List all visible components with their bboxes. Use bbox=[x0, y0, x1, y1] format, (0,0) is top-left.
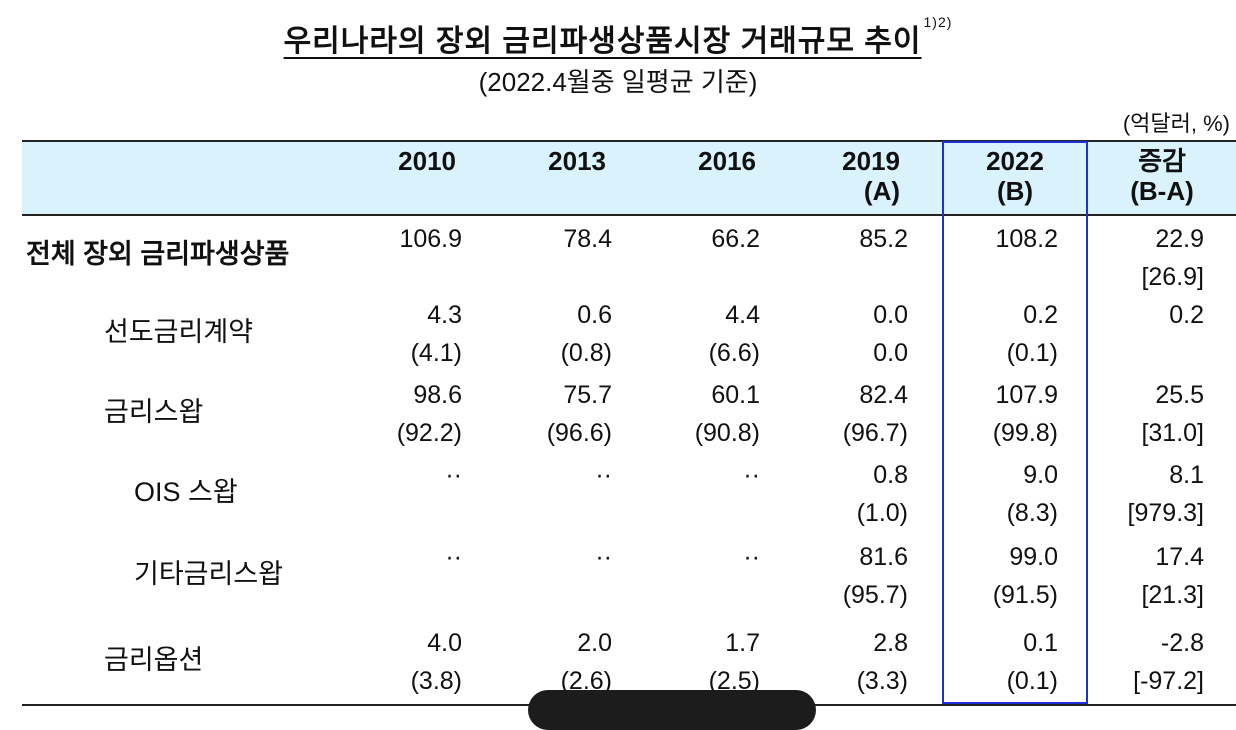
title-footnote-marker: 1)2) bbox=[923, 14, 953, 30]
cell-share: [26.9] bbox=[1141, 263, 1204, 291]
cell-value: 106.9 bbox=[399, 225, 462, 253]
cell-value: 98.6 bbox=[413, 381, 462, 409]
cell-value: 0.0 bbox=[873, 301, 908, 329]
row-label: OIS 스왑 bbox=[134, 477, 238, 507]
highlight-2022-column bbox=[942, 141, 1088, 704]
header-2019-line1: 2019 bbox=[842, 146, 900, 176]
header-2013: 2013 bbox=[496, 146, 606, 176]
header-change: 증감 (B-A) bbox=[1092, 146, 1232, 206]
header-2022-line2: (B) bbox=[996, 176, 1034, 206]
cell-value: 0.8 bbox=[873, 461, 908, 489]
cell-share: (8.3) bbox=[1006, 499, 1058, 527]
cell-value: ·· bbox=[595, 543, 612, 571]
cell-share: (3.8) bbox=[410, 667, 462, 695]
cell-value: 0.2 bbox=[1023, 301, 1058, 329]
cell-share: (95.7) bbox=[842, 581, 908, 609]
table-header-band bbox=[22, 140, 1236, 216]
cell-share: 0.0 bbox=[873, 339, 908, 367]
header-change-line2: (B-A) bbox=[1130, 176, 1194, 206]
cell-share: (1.0) bbox=[856, 499, 908, 527]
cell-value: ·· bbox=[743, 543, 760, 571]
cell-share: (4.1) bbox=[410, 339, 462, 367]
header-2022: 2022 (B) bbox=[944, 146, 1086, 206]
cell-share: (6.6) bbox=[708, 339, 760, 367]
cell-share: (91.5) bbox=[992, 581, 1058, 609]
cell-share: (0.1) bbox=[1006, 339, 1058, 367]
cell-share: (3.3) bbox=[856, 667, 908, 695]
cell-value: 9.0 bbox=[1023, 461, 1058, 489]
unit-label: (억달러, %) bbox=[1122, 111, 1230, 136]
cell-value: 60.1 bbox=[711, 381, 760, 409]
cell-value: 85.2 bbox=[859, 225, 908, 253]
row-label: 금리옵션 bbox=[104, 645, 204, 675]
cell-share: (96.7) bbox=[842, 419, 908, 447]
cell-share: [-97.2] bbox=[1133, 667, 1204, 695]
cell-value: 4.0 bbox=[427, 629, 462, 657]
cell-share: (92.2) bbox=[396, 419, 462, 447]
cell-value: ·· bbox=[445, 543, 462, 571]
cell-share: (90.8) bbox=[694, 419, 760, 447]
cell-value: -2.8 bbox=[1160, 629, 1204, 657]
cell-value: 107.9 bbox=[995, 381, 1058, 409]
header-2010: 2010 bbox=[346, 146, 456, 176]
row-label: 기타금리스왑 bbox=[134, 559, 284, 589]
table-title: 우리나라의 장외 금리파생상품시장 거래규모 추이1)2) bbox=[0, 14, 1236, 60]
cell-value: 22.9 bbox=[1155, 225, 1204, 253]
row-label: 금리스왑 bbox=[104, 397, 204, 427]
header-2016: 2016 bbox=[646, 146, 756, 176]
cell-value: 0.1 bbox=[1023, 629, 1058, 657]
cell-value: 8.1 bbox=[1169, 461, 1204, 489]
cell-value: 78.4 bbox=[563, 225, 612, 253]
cell-value: 17.4 bbox=[1155, 543, 1204, 571]
row-label: 전체 장외 금리파생상품 bbox=[26, 239, 290, 269]
cell-share: [31.0] bbox=[1141, 419, 1204, 447]
header-change-line1: 증감 bbox=[1138, 146, 1186, 176]
cell-value: 1.7 bbox=[725, 629, 760, 657]
cell-value: 0.6 bbox=[577, 301, 612, 329]
cell-value: 4.3 bbox=[427, 301, 462, 329]
header-2010-line1: 2010 bbox=[398, 146, 456, 176]
cell-value: 4.4 bbox=[725, 301, 760, 329]
header-2016-line1: 2016 bbox=[698, 146, 756, 176]
cell-value: 0.2 bbox=[1169, 301, 1204, 329]
cell-share: (99.8) bbox=[992, 419, 1058, 447]
table-subtitle: (2022.4월중 일평균 기준) bbox=[478, 67, 758, 97]
cell-value: ·· bbox=[445, 461, 462, 489]
header-2019: 2019 (A) bbox=[790, 146, 900, 206]
cell-value: 99.0 bbox=[1009, 543, 1058, 571]
table-title-text: 우리나라의 장외 금리파생상품시장 거래규모 추이 bbox=[283, 25, 922, 58]
cell-share: (96.6) bbox=[546, 419, 612, 447]
cell-value: 82.4 bbox=[859, 381, 908, 409]
cell-share: (0.8) bbox=[560, 339, 612, 367]
cell-value: 66.2 bbox=[711, 225, 760, 253]
scroll-handle[interactable] bbox=[528, 690, 816, 730]
row-label: 선도금리계약 bbox=[104, 317, 254, 347]
cell-value: 108.2 bbox=[995, 225, 1058, 253]
cell-share: [979.3] bbox=[1127, 499, 1204, 527]
cell-value: ·· bbox=[743, 461, 760, 489]
cell-value: ·· bbox=[595, 461, 612, 489]
cell-value: 81.6 bbox=[859, 543, 908, 571]
cell-value: 2.0 bbox=[577, 629, 612, 657]
cell-share: (0.1) bbox=[1006, 667, 1058, 695]
cell-value: 75.7 bbox=[563, 381, 612, 409]
cell-share: [21.3] bbox=[1141, 581, 1204, 609]
cell-value: 2.8 bbox=[873, 629, 908, 657]
header-2022-line1: 2022 bbox=[986, 146, 1044, 176]
header-2019-line2: (A) bbox=[863, 176, 900, 206]
header-2013-line1: 2013 bbox=[548, 146, 606, 176]
cell-value: 25.5 bbox=[1155, 381, 1204, 409]
